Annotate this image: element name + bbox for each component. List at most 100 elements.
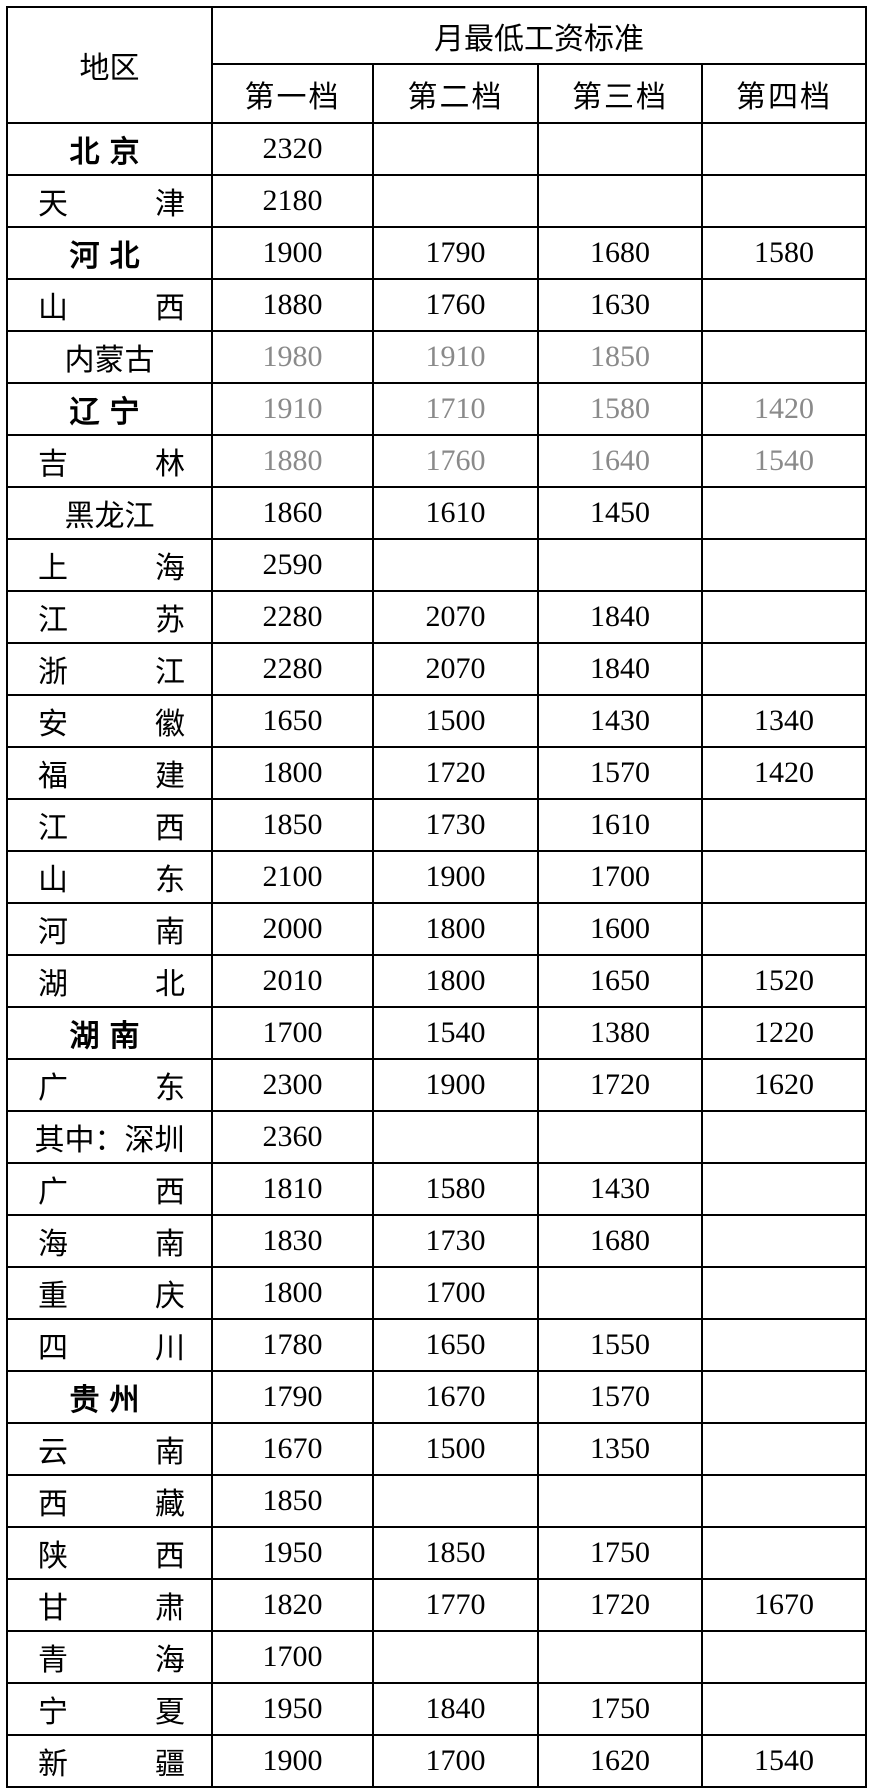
table-row: 山东 2100 1900 1700 (6, 850, 867, 904)
table-row: 陕西 1950 1850 1750 (6, 1526, 867, 1580)
empty-cell (701, 122, 867, 176)
empty-cell (701, 174, 867, 228)
region-name: 陕西 (38, 1540, 185, 1573)
empty-cell (537, 1266, 703, 1320)
wage-cell: 1750 (537, 1526, 703, 1580)
wage-cell: 1850 (537, 330, 703, 384)
region-name: 天津 (38, 188, 185, 221)
wage-cell: 2070 (372, 642, 539, 696)
table-row: 内蒙古 1980 1910 1850 (6, 330, 867, 384)
wage-cell: 1580 (372, 1162, 539, 1216)
wage-cell: 1430 (537, 694, 703, 748)
wage-cell: 2100 (211, 850, 374, 904)
wage-cell: 1600 (537, 902, 703, 956)
empty-cell (701, 278, 867, 332)
wage-cell: 1720 (372, 746, 539, 800)
region-name: 山东 (38, 864, 185, 897)
region-cell: 四川 (6, 1318, 213, 1372)
tier-header: 第二档 (372, 63, 539, 124)
region-cell: 广西 (6, 1162, 213, 1216)
wage-cell: 1850 (211, 798, 374, 852)
region-cell: 福建 (6, 746, 213, 800)
wage-cell: 1800 (372, 954, 539, 1008)
wage-cell: 1650 (372, 1318, 539, 1372)
empty-cell (701, 1214, 867, 1268)
wage-cell: 1900 (372, 850, 539, 904)
region-cell: 新疆 (6, 1734, 213, 1788)
wage-cell: 1820 (211, 1578, 374, 1632)
region-cell: 辽宁 (6, 382, 213, 436)
region-name: 重庆 (38, 1280, 185, 1313)
region-name: 青海 (38, 1644, 185, 1677)
empty-cell (701, 1682, 867, 1736)
empty-cell (701, 590, 867, 644)
wage-cell: 2320 (211, 122, 374, 176)
wage-cell: 1840 (537, 590, 703, 644)
wage-cell: 1220 (701, 1006, 867, 1060)
region-name: 江西 (38, 812, 185, 845)
table-row: 其中：深圳 2360 (6, 1110, 867, 1164)
wage-cell: 1850 (372, 1526, 539, 1580)
wage-cell: 1800 (372, 902, 539, 956)
region-cell: 黑龙江 (6, 486, 213, 540)
empty-cell (701, 1526, 867, 1580)
region-cell: 重庆 (6, 1266, 213, 1320)
table-row: 重庆 1800 1700 (6, 1266, 867, 1320)
wage-cell: 1670 (211, 1422, 374, 1476)
table-row: 江西 1850 1730 1610 (6, 798, 867, 852)
region-name: 西藏 (38, 1488, 185, 1521)
table-row: 吉林 1880 1760 1640 1540 (6, 434, 867, 488)
wage-cell: 1800 (211, 1266, 374, 1320)
wage-cell: 1900 (211, 226, 374, 280)
wage-cell: 1450 (537, 486, 703, 540)
wage-cell: 1570 (537, 1370, 703, 1424)
wage-cell: 1900 (211, 1734, 374, 1788)
wage-cell: 1680 (537, 226, 703, 280)
region-cell: 河北 (6, 226, 213, 280)
wage-cell: 1610 (537, 798, 703, 852)
wage-cell: 1780 (211, 1318, 374, 1372)
region-cell: 江西 (6, 798, 213, 852)
empty-cell (537, 122, 703, 176)
wage-cell: 1910 (211, 382, 374, 436)
table-row: 山西 1880 1760 1630 (6, 278, 867, 332)
table-row: 海南 1830 1730 1680 (6, 1214, 867, 1268)
wage-cell: 1750 (537, 1682, 703, 1736)
table-row: 上海 2590 (6, 538, 867, 592)
wage-cell: 1620 (701, 1058, 867, 1112)
empty-cell (701, 330, 867, 384)
wage-cell: 1830 (211, 1214, 374, 1268)
region-name: 河北 (69, 239, 150, 274)
wage-cell: 2280 (211, 642, 374, 696)
table-row: 西藏 1850 (6, 1474, 867, 1528)
region-header: 地区 (6, 6, 213, 124)
region-cell: 贵州 (6, 1370, 213, 1424)
wage-cell: 1810 (211, 1162, 374, 1216)
wage-cell: 1910 (372, 330, 539, 384)
wage-cell: 2180 (211, 174, 374, 228)
wage-cell: 1950 (211, 1682, 374, 1736)
wage-cell: 1760 (372, 278, 539, 332)
region-name: 湖南 (69, 1019, 150, 1054)
empty-cell (701, 1474, 867, 1528)
region-name: 河南 (38, 916, 185, 949)
empty-cell (701, 642, 867, 696)
table-row: 浙江 2280 2070 1840 (6, 642, 867, 696)
region-name: 海南 (38, 1228, 185, 1261)
empty-cell (372, 122, 539, 176)
wage-cell: 1700 (372, 1734, 539, 1788)
empty-cell (372, 1110, 539, 1164)
empty-cell (537, 1110, 703, 1164)
tier-header: 第三档 (537, 63, 703, 124)
wage-cell: 1840 (372, 1682, 539, 1736)
region-cell: 北京 (6, 122, 213, 176)
table-row: 安徽 1650 1500 1430 1340 (6, 694, 867, 748)
table-row: 黑龙江 1860 1610 1450 (6, 486, 867, 540)
wage-cell: 1420 (701, 382, 867, 436)
region-name: 广东 (38, 1072, 185, 1105)
wage-cell: 1620 (537, 1734, 703, 1788)
wage-cell: 1500 (372, 694, 539, 748)
region-cell: 湖南 (6, 1006, 213, 1060)
table-row: 河南 2000 1800 1600 (6, 902, 867, 956)
wage-cell: 1880 (211, 434, 374, 488)
